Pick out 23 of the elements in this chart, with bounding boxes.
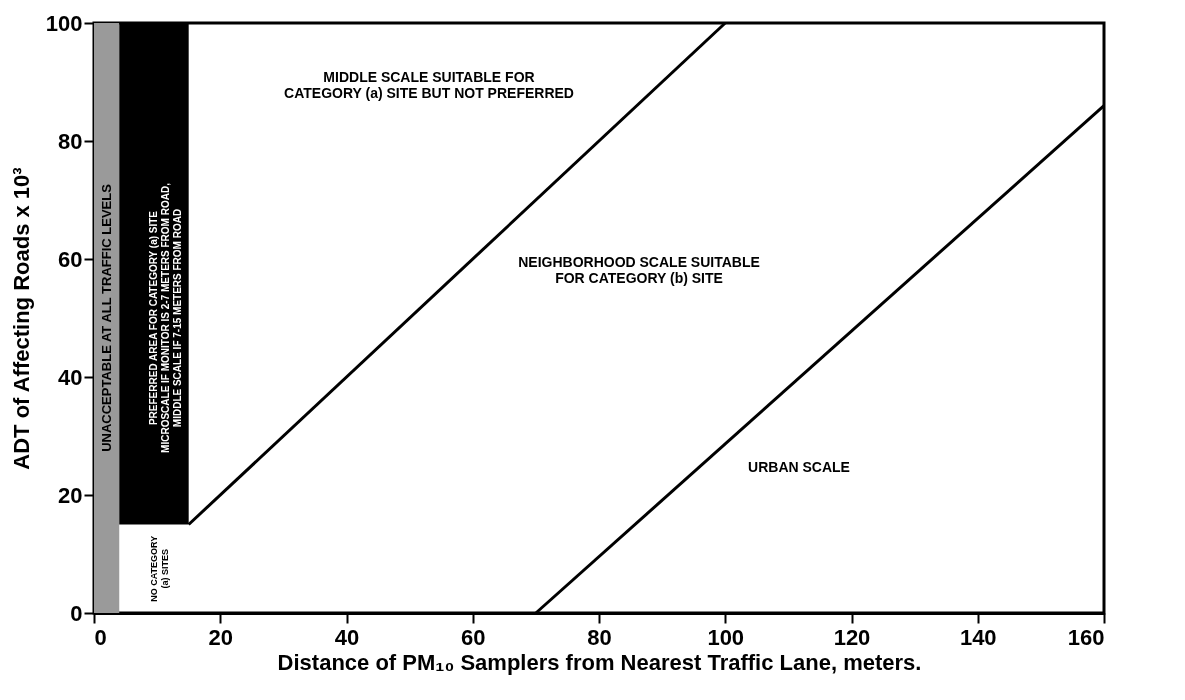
x-tick-label: 120	[833, 624, 871, 650]
y-tick-label: 60	[58, 246, 83, 272]
y-tick-label: 40	[58, 364, 83, 390]
x-tick-label: 40	[334, 624, 360, 650]
x-tick-label: 140	[959, 624, 997, 650]
band-label: PREFERRED AREA FOR CATEGORY (a) SITE MICROSCALE IF MONITOR IS 2-7 METERS FROM ROAD, MIDDLE SCALE IF 7-15 METERS FROM ROAD	[147, 182, 183, 453]
band-label: UNACCEPTABLE AT ALL TRAFFIC LEVELS	[98, 183, 114, 452]
x-tick-label: 20	[208, 624, 233, 650]
y-tick-label: 80	[58, 128, 83, 154]
y-tick-label: 0	[70, 600, 83, 626]
annotation: NEIGHBORHOOD SCALE SUITABLE FOR CATEGORY (b) SITE	[518, 254, 760, 286]
y-tick-label: 100	[45, 10, 83, 36]
y-tick-label: 20	[58, 482, 83, 508]
y-axis-title: ADT of Affecting Roads x 10³	[8, 167, 34, 470]
annotation: MIDDLE SCALE SUITABLE FOR CATEGORY (a) SITE BUT NOT PREFERRED	[284, 69, 574, 101]
annotation: NO CATEGORY (a) SITES	[148, 535, 170, 602]
x-tick-label: 160	[1067, 624, 1105, 650]
x-axis-title: Distance of PM₁₀ Samplers from Nearest Traffic Lane, meters.	[277, 649, 922, 675]
x-tick-label: 80	[587, 624, 612, 650]
x-tick-label: 0	[94, 624, 107, 650]
annotation: URBAN SCALE	[748, 459, 850, 475]
x-tick-label: 100	[707, 624, 745, 650]
x-tick-label: 60	[461, 624, 486, 650]
